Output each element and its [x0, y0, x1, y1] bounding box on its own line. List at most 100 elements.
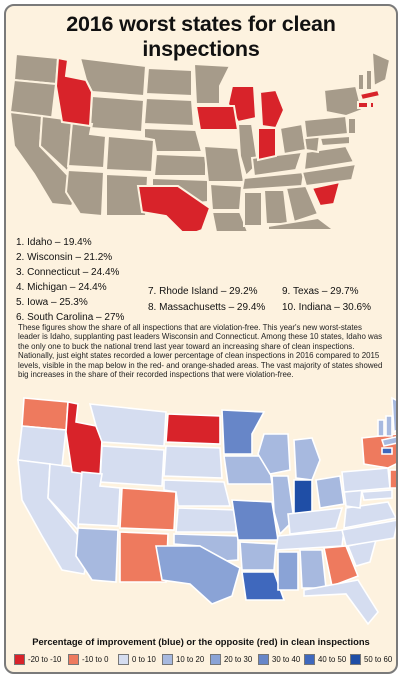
legend-swatch — [118, 653, 129, 665]
state-pennsylvania — [302, 114, 350, 140]
state-iowa — [194, 105, 240, 131]
state-colorado — [119, 487, 177, 531]
state-oregon — [17, 425, 67, 467]
legend-label: -20 to -10 — [28, 654, 62, 664]
legend-item: 10 to 20 — [162, 652, 204, 666]
legend-item: 0 to 10 — [118, 652, 156, 666]
state-south-dakota — [163, 445, 223, 479]
state-florida — [303, 579, 379, 626]
state-missouri — [202, 144, 246, 183]
state-connecticut — [381, 447, 393, 455]
legend-label: 10 to 20 — [176, 654, 205, 664]
state-nebraska — [143, 126, 204, 153]
state-maryland — [318, 134, 351, 148]
state-north-dakota — [144, 66, 193, 98]
state-montana — [78, 56, 148, 98]
state-mississippi — [277, 551, 299, 591]
state-vermont — [377, 419, 385, 437]
state-south-carolina — [310, 180, 342, 208]
list-item: 7. Rhode Island – 29.2% — [148, 286, 258, 297]
legend-label: 0 to 10 — [132, 654, 156, 664]
state-vermont — [357, 73, 365, 91]
legend-swatch — [210, 653, 221, 665]
state-ohio — [278, 122, 308, 156]
state-washington — [12, 52, 60, 86]
state-new-hampshire — [385, 415, 393, 437]
state-arkansas — [208, 182, 244, 211]
state-massachusetts — [380, 436, 396, 447]
legend-item: -10 to 0 — [68, 652, 108, 666]
state-north-carolina — [341, 519, 396, 547]
state-kansas — [152, 152, 207, 177]
state-south-dakota — [142, 96, 196, 128]
page-title: 2016 worst states for clean inspections — [66, 12, 336, 61]
state-wyoming — [99, 445, 165, 487]
legend-item: 30 to 40 — [258, 652, 300, 666]
state-alabama — [262, 189, 290, 225]
state-utah — [66, 120, 108, 170]
list-item: 6. South Carolina – 27% — [16, 312, 125, 323]
description-paragraph: These figures show the share of all insp… — [18, 323, 383, 380]
infographic-frame: 2016 worst states for clean inspections — [4, 4, 398, 674]
state-louisiana — [210, 211, 249, 231]
state-connecticut — [357, 101, 369, 109]
state-kansas — [175, 507, 237, 533]
state-maryland — [360, 489, 393, 501]
state-mississippi — [243, 191, 263, 227]
list-item: 9. Texas – 29.7% — [282, 286, 359, 297]
state-new-york — [322, 84, 364, 118]
state-indiana — [257, 127, 277, 162]
legend-swatch — [304, 653, 315, 665]
legend-label: 20 to 30 — [224, 654, 253, 664]
worst-states-map — [8, 50, 392, 231]
state-alabama — [299, 549, 327, 589]
legend: -20 to -10 -10 to 0 0 to 10 10 to 20 20 … — [12, 652, 392, 666]
legend-item: 40 to 50 — [304, 652, 346, 666]
list-item: 3. Connecticut – 24.4% — [16, 267, 120, 278]
state-kentucky — [287, 507, 344, 535]
state-minnesota — [192, 62, 232, 105]
state-washington — [21, 397, 69, 431]
state-new-jersey — [347, 117, 357, 135]
state-michigan — [293, 437, 321, 481]
legend-item: 50 to 60 — [350, 652, 392, 666]
state-indiana — [293, 479, 313, 517]
state-new-mexico — [119, 531, 169, 583]
legend-swatch — [162, 653, 173, 665]
list-item: 8. Massachusetts – 29.4% — [148, 302, 266, 313]
legend-swatch — [350, 653, 361, 665]
legend-swatch — [258, 653, 269, 665]
state-wisconsin — [257, 433, 291, 475]
state-maine — [391, 396, 396, 434]
list-item: 2. Wisconsin – 21.2% — [16, 252, 113, 263]
state-wyoming — [88, 94, 146, 134]
state-missouri — [231, 499, 279, 541]
improvement-choropleth-map — [17, 396, 396, 626]
state-colorado — [104, 134, 156, 174]
state-florida — [267, 216, 337, 231]
state-idaho — [54, 56, 94, 128]
state-north-dakota — [165, 413, 221, 445]
state-georgia — [323, 545, 360, 588]
state-north-carolina — [300, 162, 358, 188]
state-rhode-island — [369, 101, 375, 109]
legend-swatch — [68, 653, 79, 665]
state-maine — [370, 50, 392, 88]
state-new-hampshire — [365, 69, 373, 91]
legend-item: -20 to -10 — [14, 652, 61, 666]
list-item: 1. Idaho – 19.4% — [16, 237, 92, 248]
state-georgia — [284, 184, 320, 224]
legend-label: 50 to 60 — [364, 654, 393, 664]
legend-title: Percentage of improvement (blue) or the … — [32, 636, 370, 647]
state-new-jersey — [389, 469, 396, 489]
list-item: 5. Iowa – 25.3% — [16, 297, 88, 308]
state-new-mexico — [105, 172, 150, 217]
state-texas — [136, 185, 212, 231]
list-item: 10. Indiana – 30.6% — [282, 302, 371, 313]
legend-label: 40 to 50 — [318, 654, 347, 664]
state-michigan — [258, 88, 286, 130]
legend-label: 30 to 40 — [272, 654, 301, 664]
state-utah — [77, 471, 121, 527]
state-texas — [155, 545, 241, 605]
legend-label: -10 to 0 — [82, 654, 109, 664]
